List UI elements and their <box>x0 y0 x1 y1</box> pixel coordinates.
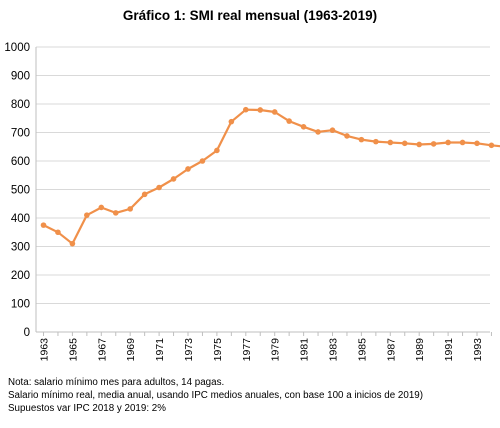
data-point-1971 <box>156 184 162 191</box>
x-tick-label: 1985 <box>356 338 368 362</box>
data-point-1980 <box>286 118 292 124</box>
x-tick-label: 1987 <box>385 338 397 362</box>
x-tick-label: 1981 <box>299 338 311 362</box>
y-tick-label: 1000 <box>4 42 30 54</box>
note-line: Supuestos var IPC 2018 y 2019: 2% <box>8 403 166 414</box>
y-tick-label: 400 <box>11 213 30 225</box>
y-tick-label: 0 <box>24 327 30 339</box>
y-tick-label: 600 <box>11 156 30 168</box>
x-tick-label: 1991 <box>443 338 455 362</box>
data-point-1982 <box>315 129 321 135</box>
x-tick-label: 1971 <box>154 338 166 362</box>
y-tick-label: 800 <box>11 99 30 111</box>
data-point-1977 <box>243 106 249 113</box>
series-smi-real <box>40 106 500 247</box>
data-point-1994 <box>488 142 495 149</box>
data-point-1990 <box>430 141 437 147</box>
y-tick-label: 900 <box>11 71 30 83</box>
x-tick-label: 1967 <box>96 338 108 362</box>
data-point-1991 <box>445 139 451 146</box>
y-tick-label: 200 <box>11 270 30 282</box>
data-point-1975 <box>214 147 220 154</box>
note-line: Salario mínimo real, media anual, usando… <box>8 390 423 401</box>
gridlines <box>36 46 490 304</box>
y-tick-label: 500 <box>11 185 30 197</box>
data-point-1967 <box>98 204 105 211</box>
data-point-1966 <box>84 212 90 218</box>
data-point-1969 <box>127 206 133 212</box>
x-tick-label: 1979 <box>270 338 282 362</box>
data-point-1981 <box>300 124 307 130</box>
data-point-1987 <box>387 139 394 146</box>
data-point-1972 <box>170 176 177 182</box>
x-tick-label: 1963 <box>39 338 51 362</box>
x-tick-label: 1977 <box>241 338 253 362</box>
data-point-1983 <box>329 127 336 134</box>
x-tick-label: 1965 <box>67 338 79 362</box>
data-point-1963 <box>40 222 47 228</box>
data-point-1989 <box>416 141 423 148</box>
y-tick-labels: 0 100 200 300 400 500 600 700 800 900 1000 <box>4 42 30 339</box>
x-tick-label: 1983 <box>328 338 340 362</box>
x-tick-label: 1969 <box>125 338 137 362</box>
data-point-1964 <box>55 229 61 236</box>
x-tick-label: 1989 <box>414 338 426 362</box>
data-point-1979 <box>271 109 278 115</box>
data-point-1984 <box>344 133 350 139</box>
x-tick-labels: 1963 1965 1967 1969 1971 1973 1975 1977 1979 1981… <box>39 338 485 362</box>
series-line <box>43 108 500 245</box>
y-tick-label: 100 <box>11 299 30 311</box>
data-point-1965 <box>69 240 76 247</box>
y-tick-label: 700 <box>11 128 30 140</box>
x-tick-label: 1975 <box>212 338 224 362</box>
data-point-1986 <box>373 138 379 145</box>
data-point-1988 <box>401 140 408 147</box>
x-tick-label: 1993 <box>472 338 484 362</box>
chart-title: Gráfico 1: SMI real mensual (1963-2019) <box>122 8 378 23</box>
data-point-1973 <box>185 166 191 172</box>
x-tick-label: 1973 <box>183 338 195 362</box>
chart-notes: Nota: salario mínimo mes para adultos, 1… <box>8 376 423 415</box>
axes <box>35 47 492 336</box>
data-point-1976 <box>228 118 235 125</box>
data-point-1992 <box>459 139 466 146</box>
data-point-1974 <box>199 158 206 164</box>
data-point-1985 <box>358 136 365 143</box>
note-line: Nota: salario mínimo mes para adultos, 1… <box>8 377 225 388</box>
y-tick-label: 300 <box>11 242 30 254</box>
data-point-1978 <box>257 107 264 113</box>
data-point-1970 <box>141 191 148 198</box>
data-point-1993 <box>474 140 480 147</box>
data-point-1968 <box>112 210 119 216</box>
